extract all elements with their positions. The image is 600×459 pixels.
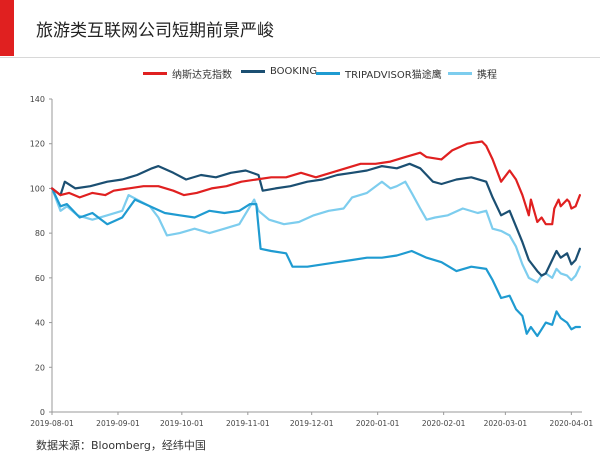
series-line-tripadvisor [50, 187, 581, 338]
legend-label: TRIPADVISOR猫途鹰 [345, 70, 442, 81]
legend-swatch [143, 72, 167, 75]
series-line-nasdaq [50, 140, 581, 226]
chart-title: 旅游类互联网公司短期前景严峻 [36, 21, 274, 41]
title-accent-bar [0, 0, 14, 56]
x-tick-label: 2020-02-01 [422, 419, 466, 428]
x-tick-label: 2019-11-01 [226, 419, 270, 428]
x-tick-label: 2019-10-01 [160, 419, 204, 428]
legend-item-nasdaq: 纳斯达克指数 [143, 66, 232, 81]
series-line-ctrip [50, 180, 581, 284]
title-divider [0, 57, 600, 58]
x-tick-label: 2019-09-01 [96, 419, 140, 428]
legend-item-tripadvisor: TRIPADVISOR猫途鹰 [316, 66, 442, 81]
source-note: 数据来源：Bloomberg，经纬中国 [36, 439, 206, 452]
legend-item-ctrip: 携程 [448, 66, 497, 81]
y-tick-label: 0 [40, 408, 45, 417]
legend-item-booking: BOOKING [241, 66, 317, 77]
y-tick-label: 40 [35, 319, 45, 328]
y-tick-label: 20 [35, 363, 45, 372]
x-tick-label: 2019-08-01 [30, 419, 74, 428]
x-tick-label: 2020-04-01 [550, 419, 594, 428]
y-tick-label: 120 [30, 140, 45, 149]
x-tick-label: 2020-01-01 [356, 419, 400, 428]
y-tick-label: 100 [30, 184, 45, 193]
legend-swatch [316, 72, 340, 75]
legend-label: 携程 [477, 70, 497, 81]
y-tick-label: 140 [30, 95, 45, 104]
legend-swatch [241, 70, 265, 73]
legend-label: BOOKING [270, 66, 318, 77]
x-tick-label: 2019-12-01 [290, 419, 334, 428]
y-tick-label: 60 [35, 274, 45, 283]
legend-swatch [448, 72, 472, 75]
legend-label: 纳斯达克指数 [172, 70, 232, 81]
y-tick-label: 80 [35, 229, 45, 238]
x-tick-label: 2020-03-01 [484, 419, 528, 428]
series-line-booking [50, 162, 581, 277]
chart-legend: 纳斯达克指数 BOOKING TRIPADVISOR猫途鹰 携程 [0, 66, 600, 84]
